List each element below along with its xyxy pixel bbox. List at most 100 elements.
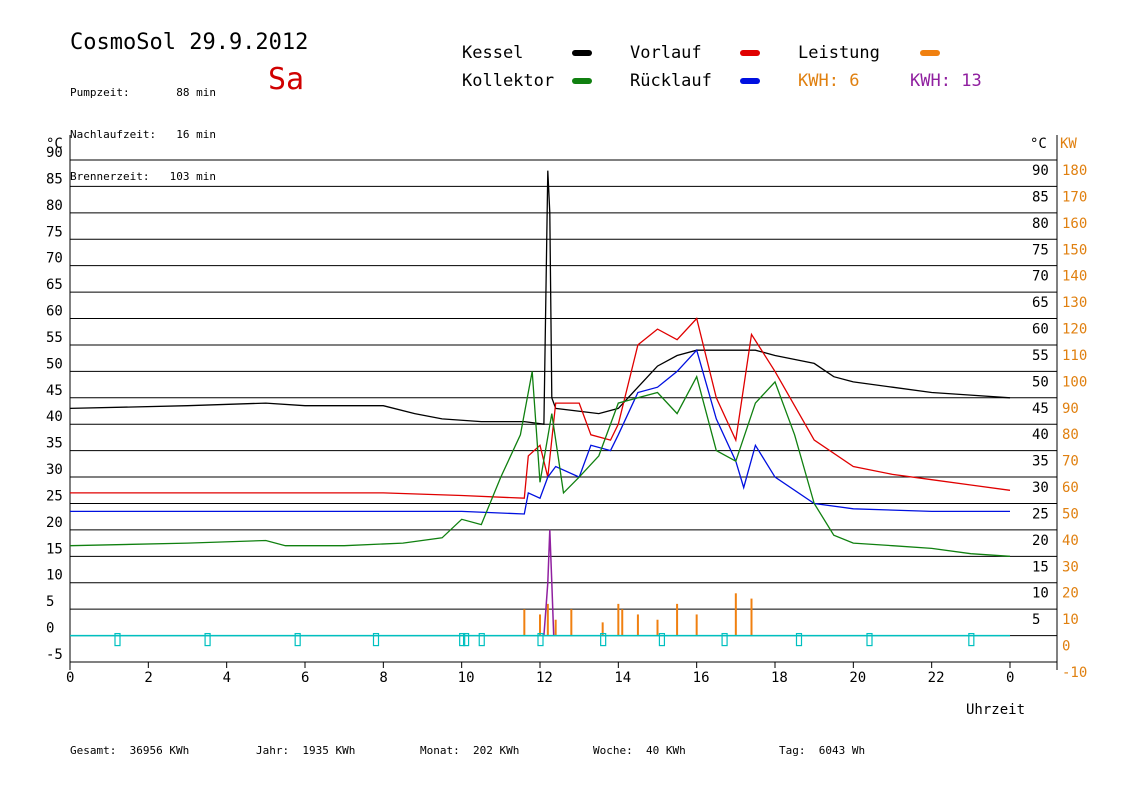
footer-woche-value: 40 KWh <box>646 744 686 757</box>
page-title: CosmoSol 29.9.2012 <box>70 30 309 55</box>
stat-pumpzeit-value: 88 min <box>176 86 216 99</box>
legend-ruecklauf-label: Rücklauf <box>630 71 712 91</box>
weekday-label: Sa <box>268 62 305 97</box>
y2-tick: 150 <box>1062 242 1087 258</box>
y-tick-right: 20 <box>1032 533 1049 549</box>
x-axis-label: Uhrzeit <box>966 702 1025 718</box>
y-tick-right: 50 <box>1032 374 1049 390</box>
y2-tick: 30 <box>1062 559 1079 575</box>
y2-tick: 20 <box>1062 586 1079 602</box>
series-line <box>69 170 1011 425</box>
y2-tick: 170 <box>1062 189 1087 205</box>
y-tick-right: 55 <box>1032 348 1049 364</box>
legend-leistung-swatch <box>920 50 940 56</box>
x-tick-label: 18 <box>771 670 788 686</box>
pump-markers <box>70 632 1010 647</box>
chart-grid <box>70 159 1057 637</box>
legend-kwh2: KWH: 13 <box>910 71 982 91</box>
x-tick-label: 0 <box>66 670 74 686</box>
y-tick-left: -5 <box>46 647 63 663</box>
y2-tick: 50 <box>1062 506 1079 522</box>
y-tick-right: 15 <box>1032 559 1049 575</box>
pump-marker <box>294 632 301 647</box>
footer-tag: Tag: 6043 Wh <box>779 744 865 757</box>
y2-tick: 60 <box>1062 480 1079 496</box>
y-tick-right: 45 <box>1032 401 1049 417</box>
y-tick-right: 65 <box>1032 295 1049 311</box>
footer-monat-value: 202 KWh <box>473 744 520 757</box>
legend-kollektor-label: Kollektor <box>462 71 555 91</box>
y2-tick: -10 <box>1062 665 1087 681</box>
footer-monat-label: Monat: <box>420 744 460 757</box>
series-line <box>70 317 1011 499</box>
series-line <box>69 371 1011 557</box>
y2-tick: 10 <box>1062 612 1079 628</box>
pump-marker <box>600 632 607 647</box>
y-tick-right: 80 <box>1032 216 1049 232</box>
pump-marker <box>721 632 728 647</box>
x-tick-label: 6 <box>301 670 309 686</box>
y2-tick: 180 <box>1062 163 1087 179</box>
y-tick-left: 10 <box>46 568 63 584</box>
chart-series <box>69 170 1011 636</box>
series-line <box>70 348 1010 515</box>
legend-kollektor-swatch <box>572 78 592 84</box>
stat-nachlaufzeit-label: Nachlaufzeit: <box>70 128 157 141</box>
x-tick-label: 10 <box>458 670 475 686</box>
pump-marker <box>114 632 121 647</box>
legend-kwh1-label: KWH: <box>798 71 839 91</box>
footer-jahr-label: Jahr: <box>256 744 290 757</box>
y-tick-left: 45 <box>46 383 63 399</box>
y2-tick: 160 <box>1062 216 1087 232</box>
y-tick-left: 55 <box>46 330 63 346</box>
y-tick-right: 25 <box>1032 506 1049 522</box>
y-tick-left: 70 <box>46 251 63 267</box>
y2-tick: 130 <box>1062 295 1087 311</box>
footer-gesamt: Gesamt: 36956 KWh <box>70 744 189 757</box>
y-tick-right: 90 <box>1032 163 1049 179</box>
y-tick-right: 35 <box>1032 454 1049 470</box>
legend-kessel-swatch <box>572 50 592 56</box>
footer-monat: Monat: 202 KWh <box>420 744 519 757</box>
pump-marker <box>478 632 485 647</box>
y-tick-right: 10 <box>1032 586 1049 602</box>
x-tick-label: 2 <box>144 670 152 686</box>
legend-ruecklauf-swatch <box>740 78 760 84</box>
y-tick-right: 70 <box>1032 269 1049 285</box>
y2-tick: 100 <box>1062 374 1087 390</box>
y-tick-left: 85 <box>46 171 63 187</box>
pump-marker <box>204 632 211 647</box>
footer-tag-label: Tag: <box>779 744 806 757</box>
y-tick-left: 15 <box>46 541 63 557</box>
y2-tick: 70 <box>1062 454 1079 470</box>
y2-tick: 40 <box>1062 533 1079 549</box>
y-tick-left: 90 <box>46 145 63 161</box>
kwh-line <box>543 529 555 636</box>
pump-marker <box>537 632 544 647</box>
x-tick-label: 8 <box>379 670 387 686</box>
pump-marker <box>968 632 975 647</box>
y-tick-left: 0 <box>46 621 54 637</box>
y2-tick: 120 <box>1062 322 1087 338</box>
y-tick-left: 60 <box>46 304 63 320</box>
x-tick-label: 20 <box>849 670 866 686</box>
chart-frame <box>69 135 1058 670</box>
stat-brennerzeit-value: 103 min <box>169 170 216 183</box>
footer-woche-label: Woche: <box>593 744 633 757</box>
y-tick-left: 20 <box>46 515 63 531</box>
legend-kwh1-value: 6 <box>849 71 860 91</box>
y2-axis-label: KW <box>1060 136 1077 152</box>
pump-marker <box>462 632 470 647</box>
y-tick-left: 75 <box>46 224 63 240</box>
legend-leistung-label: Leistung <box>798 43 880 63</box>
pump-marker <box>866 632 873 647</box>
x-tick-label: 22 <box>928 670 945 686</box>
footer-tag-value: 6043 Wh <box>818 744 866 757</box>
y2-tick: 80 <box>1062 427 1079 443</box>
x-tick-label: 16 <box>693 670 710 686</box>
legend-kwh1: KWH: 6 <box>798 71 859 91</box>
x-axis-ticks: 0 2 4 6 8 10 12 14 16 18 20 22 0 <box>66 662 1014 686</box>
y-tick-left: 65 <box>46 277 63 293</box>
y-tick-left: 25 <box>46 488 63 504</box>
